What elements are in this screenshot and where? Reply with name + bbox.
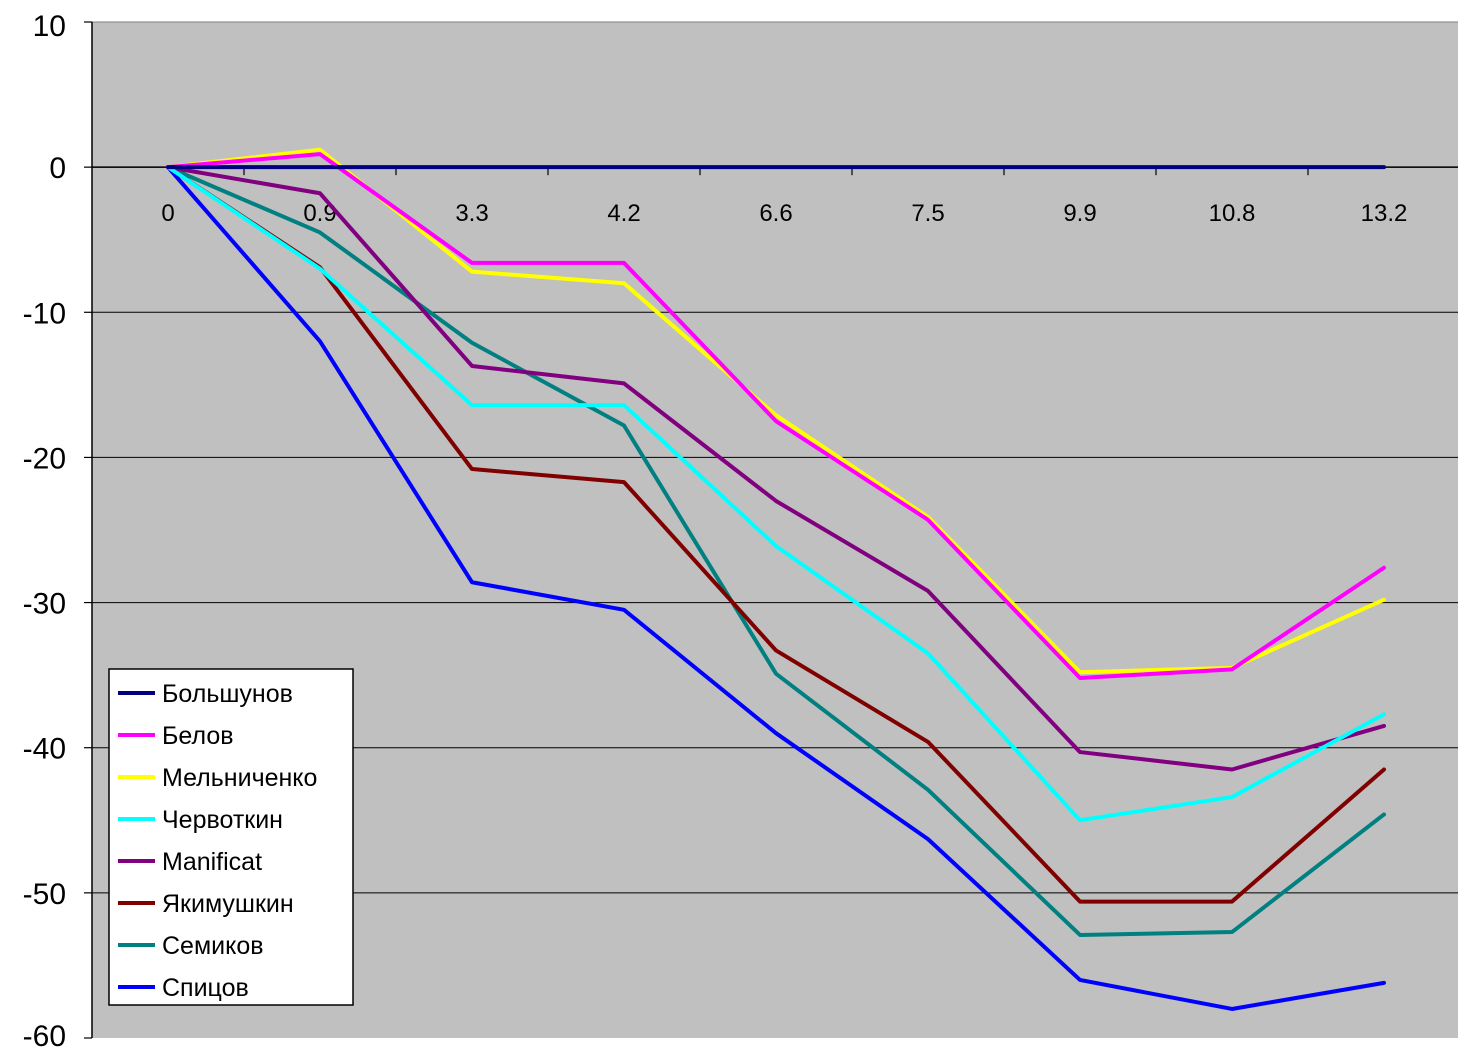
x-tick-label: 3.3 [455, 200, 488, 227]
series-line [166, 165, 1386, 772]
x-tick-label: 7.5 [911, 200, 944, 227]
y-tick-label: -10 [23, 297, 66, 330]
y-tick-label: 0 [49, 152, 66, 185]
y-tick-label: -60 [23, 1020, 66, 1053]
x-tick-label: 0 [161, 200, 174, 227]
series-line [166, 152, 1386, 681]
legend: Большунов Белов Мельниченко Червоткин Manifi… [108, 668, 354, 1006]
legend-label: Семиков [162, 932, 264, 960]
y-tick-label: -30 [23, 588, 66, 621]
series-lines [166, 147, 1386, 1011]
x-tick-label: 10.8 [1209, 200, 1256, 227]
x-tick-label: 4.2 [607, 200, 640, 227]
y-tick-label: 10 [33, 10, 66, 43]
series-line [166, 165, 1386, 937]
legend-label: Белов [162, 722, 234, 750]
x-tick-label: 13.2 [1361, 200, 1408, 227]
legend-label: Червоткин [162, 806, 283, 834]
legend-box [108, 668, 354, 1006]
series-line [166, 165, 1386, 1011]
y-tick-label: -40 [23, 733, 66, 766]
legend-label: Спицов [162, 974, 249, 1002]
legend-label: Большунов [162, 680, 293, 708]
legend-label: Якимушкин [162, 890, 294, 918]
x-axis: 0 0.9 3.3 4.2 6.6 7.5 9.9 10.8 13.2 [92, 166, 1458, 227]
series-line [166, 165, 1386, 904]
x-tick-label: 6.6 [759, 200, 792, 227]
x-tick-label: 9.9 [1063, 200, 1096, 227]
y-axis: 10 0 -10 -20 -30 -40 -50 -60 [23, 10, 93, 1053]
series-line [166, 165, 1386, 823]
y-tick-label: -20 [23, 442, 66, 475]
legend-label: Manificat [162, 848, 262, 876]
legend-label: Мельниченко [162, 764, 317, 792]
y-tick-label: -50 [23, 878, 66, 911]
